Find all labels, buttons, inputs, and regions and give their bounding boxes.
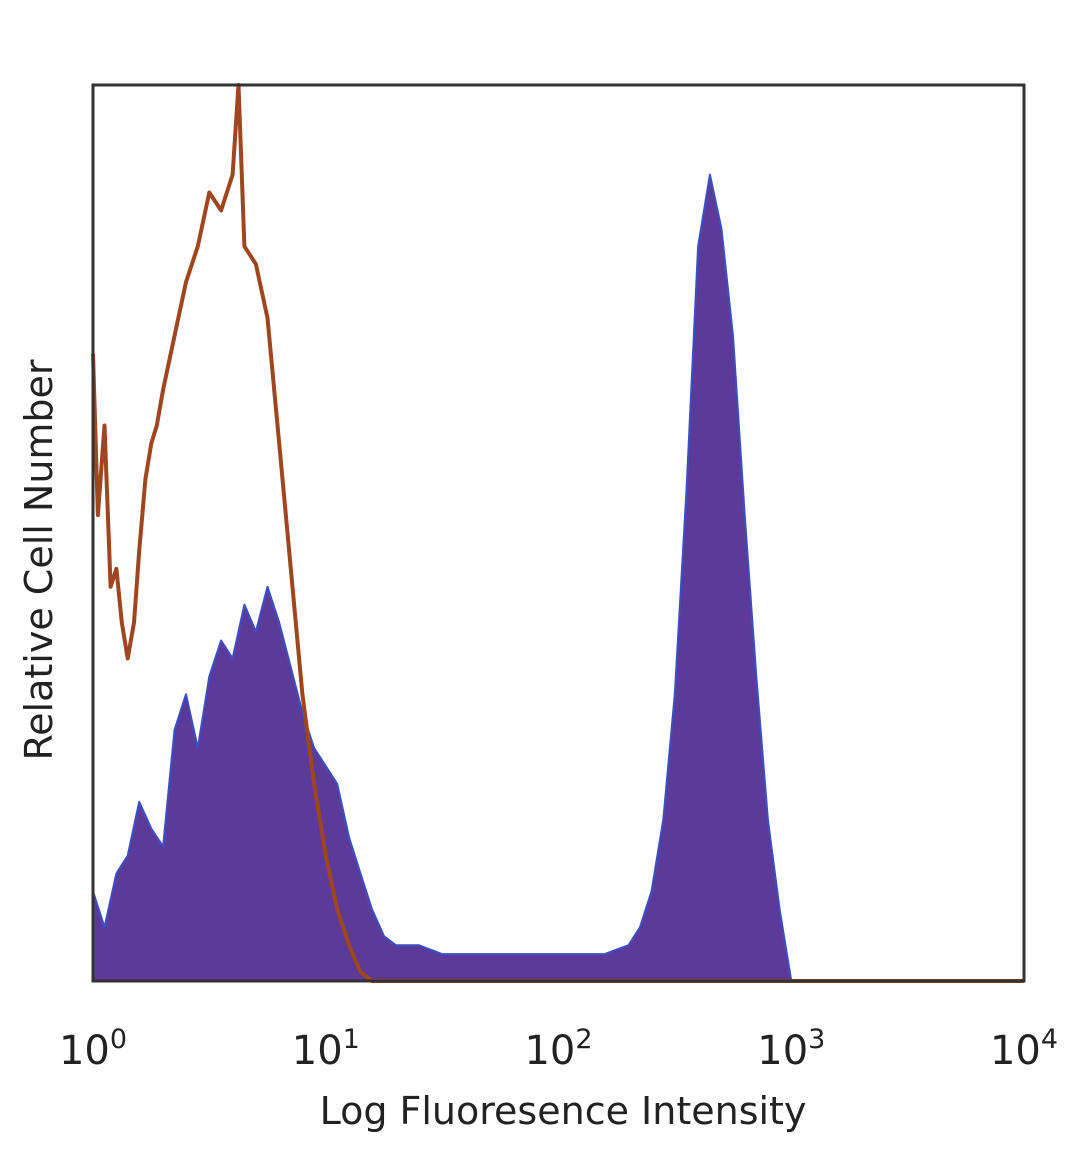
x-tick-label: 102 bbox=[524, 1024, 592, 1074]
y-axis-label: Relative Cell Number bbox=[17, 359, 61, 760]
histogram-filled-series bbox=[92, 173, 1025, 982]
x-tick-label: 100 bbox=[59, 1024, 127, 1074]
x-tick-label: 104 bbox=[990, 1024, 1058, 1074]
x-tick-label: 101 bbox=[292, 1024, 360, 1074]
x-tick-label: 103 bbox=[757, 1024, 825, 1074]
x-axis-label: Log Fluoresence Intensity bbox=[320, 1089, 807, 1133]
x-tick-labels: 100 101 102 103 104 bbox=[59, 1024, 1058, 1074]
plot-frame bbox=[91, 83, 1026, 983]
